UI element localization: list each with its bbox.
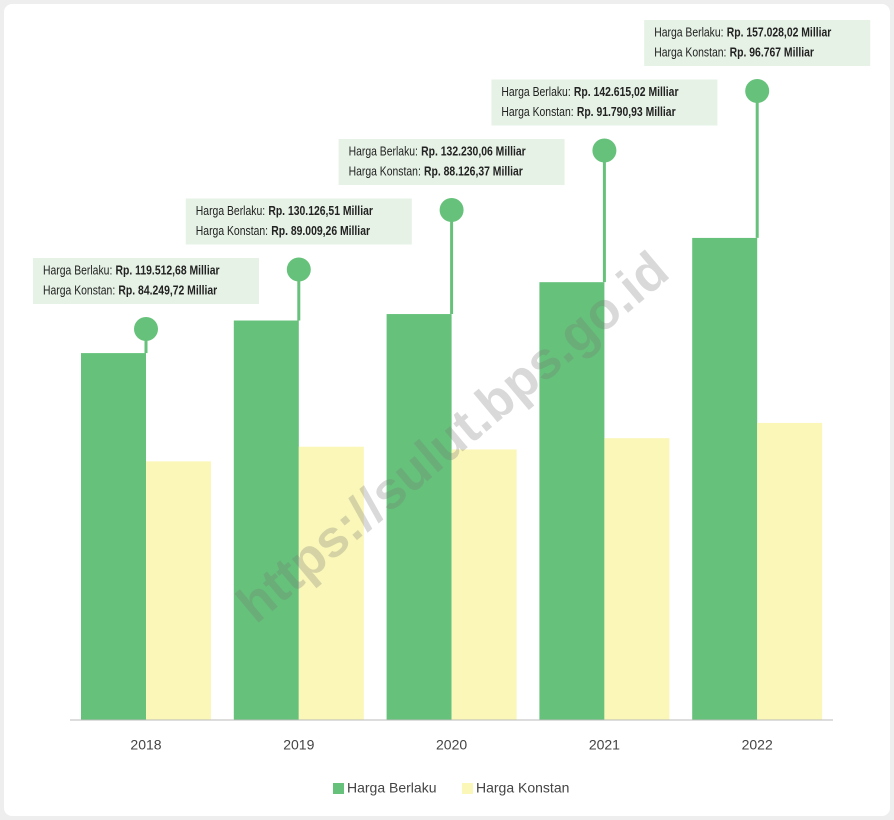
value-label: Rp. 96.767 Milliar: [730, 45, 815, 59]
annotation-label: Harga Berlaku:: [43, 263, 112, 277]
annotation-label: Harga Berlaku:: [349, 144, 418, 158]
bar: [233, 320, 299, 720]
annotation-box: [644, 20, 871, 66]
x-tick-label: 2020: [436, 737, 467, 753]
value-label: Rp. 142.615,02 Milliar: [574, 85, 679, 99]
annotation-text: Harga Konstan: Rp. 91.790,93 Milliar: [501, 105, 676, 119]
annotation-box: [185, 198, 412, 245]
annotation-label: Harga Konstan:: [196, 224, 268, 238]
x-tick-label: 2018: [130, 737, 161, 753]
x-tick-label: 2022: [742, 737, 773, 753]
annotation-label: Harga Berlaku:: [196, 204, 265, 218]
bar: [757, 422, 823, 720]
x-tick-label: 2019: [283, 737, 314, 753]
bar: [604, 438, 670, 720]
annotation-label: Harga Konstan:: [501, 105, 573, 119]
annotation-text: Harga Konstan: Rp. 88.126,37 Milliar: [349, 164, 524, 178]
annotation-label: Harga Konstan:: [349, 164, 421, 178]
annotation-text: Harga Berlaku: Rp. 142.615,02 Milliar: [501, 85, 678, 99]
value-label: Rp. 91.790,93 Milliar: [577, 105, 676, 119]
legend-swatch: [333, 783, 344, 794]
bar: [81, 353, 146, 720]
annotation-text: Harga Berlaku: Rp. 157.028,02 Milliar: [654, 25, 831, 39]
annotation-text: Harga Berlaku: Rp. 130.126,51 Milliar: [196, 204, 373, 218]
annotation-text: Harga Berlaku: Rp. 132.230,06 Milliar: [349, 144, 526, 158]
marker-dot: [745, 79, 770, 103]
annotation-box: [33, 258, 259, 304]
annotation-box: [338, 139, 565, 185]
marker-dot: [286, 257, 311, 282]
bar: [692, 237, 758, 720]
value-label: Rp. 157.028,02 Milliar: [727, 25, 832, 39]
value-label: Rp. 119.512,68 Milliar: [116, 263, 220, 277]
annotation-text: Harga Konstan: Rp. 89.009,26 Milliar: [196, 224, 371, 238]
value-label: Rp. 130.126,51 Milliar: [268, 204, 373, 218]
annotation-label: Harga Konstan:: [43, 283, 115, 297]
annotation-label: Harga Konstan:: [654, 45, 726, 59]
legend-swatch: [462, 783, 473, 794]
bar: [298, 446, 364, 720]
value-label: Rp. 88.126,37 Milliar: [424, 164, 523, 178]
legend-label: Harga Berlaku: [347, 780, 437, 796]
annotation-label: Harga Berlaku:: [501, 85, 570, 99]
annotation-box: [491, 79, 718, 126]
annotation-label: Harga Berlaku:: [654, 25, 723, 39]
marker-dot: [134, 317, 158, 341]
marker-dot: [592, 138, 617, 163]
value-label: Rp. 84.249,72 Milliar: [118, 283, 217, 297]
legend-label: Harga Konstan: [476, 780, 569, 796]
x-tick-label: 2021: [589, 737, 620, 753]
marker-dot: [439, 198, 464, 222]
annotation-text: Harga Berlaku: Rp. 119.512,68 Milliar: [43, 263, 220, 277]
bar: [539, 282, 605, 720]
bar: [386, 314, 452, 720]
value-label: Rp. 132.230,06 Milliar: [421, 144, 526, 158]
annotation-text: Harga Konstan: Rp. 96.767 Milliar: [654, 45, 814, 59]
annotation-text: Harga Konstan: Rp. 84.249,72 Milliar: [43, 283, 218, 297]
bar: [146, 461, 211, 720]
bar: [451, 449, 517, 720]
value-label: Rp. 89.009,26 Milliar: [271, 224, 370, 238]
